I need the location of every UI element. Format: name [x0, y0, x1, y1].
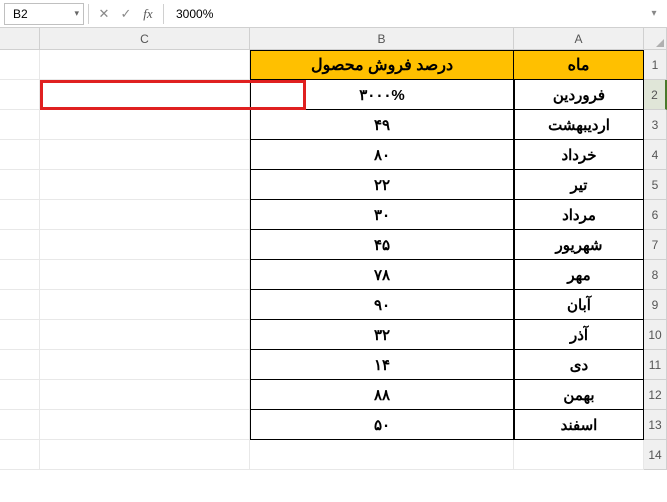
cell-a12[interactable]: بهمن	[514, 380, 644, 410]
cell-c5[interactable]	[40, 170, 250, 200]
enter-icon[interactable]: ✓	[115, 3, 137, 25]
cell-blank[interactable]	[0, 320, 40, 350]
cell-c14[interactable]	[40, 440, 250, 470]
cell-blank[interactable]	[0, 350, 40, 380]
cell-a3[interactable]: اردیبهشت	[514, 110, 644, 140]
cell-blank[interactable]	[0, 380, 40, 410]
cell-b6[interactable]: ۳۰	[250, 200, 514, 230]
row-header-5[interactable]: 5	[644, 170, 667, 200]
cell-b5[interactable]: ۲۲	[250, 170, 514, 200]
column-header-b[interactable]: B	[250, 28, 514, 50]
column-header-blank[interactable]	[0, 28, 40, 50]
cell-c9[interactable]	[40, 290, 250, 320]
cell-b14[interactable]	[250, 440, 514, 470]
cell-a5[interactable]: تیر	[514, 170, 644, 200]
cell-b2[interactable]: ۳۰۰۰%	[250, 80, 514, 110]
cell-c4[interactable]	[40, 140, 250, 170]
row-header-12[interactable]: 12	[644, 380, 667, 410]
row-header-13[interactable]: 13	[644, 410, 667, 440]
cell-blank[interactable]	[0, 170, 40, 200]
cell-b11[interactable]: ۱۴	[250, 350, 514, 380]
cell-a14[interactable]	[514, 440, 644, 470]
cell-b7[interactable]: ۴۵	[250, 230, 514, 260]
cell-blank[interactable]	[0, 230, 40, 260]
cell-blank[interactable]	[0, 410, 40, 440]
column-header-c[interactable]: C	[40, 28, 250, 50]
divider	[163, 4, 164, 24]
cell-c3[interactable]	[40, 110, 250, 140]
cell-b12[interactable]: ۸۸	[250, 380, 514, 410]
chevron-down-icon: ▾	[74, 8, 79, 19]
cell-b1[interactable]: درصد فروش محصول	[250, 50, 514, 80]
row-header-4[interactable]: 4	[644, 140, 667, 170]
row-header-2[interactable]: 2	[644, 80, 667, 110]
cell-blank[interactable]	[0, 200, 40, 230]
column-header-a[interactable]: A	[514, 28, 644, 50]
cell-blank[interactable]	[0, 110, 40, 140]
cell-blank[interactable]	[0, 50, 40, 80]
cell-a9[interactable]: آبان	[514, 290, 644, 320]
fx-icon[interactable]: fx	[137, 3, 159, 25]
row-header-14[interactable]: 14	[644, 440, 667, 470]
spreadsheet-grid[interactable]: C B A درصد فروش محصول ماه ۳۰۰۰% فروردین …	[0, 28, 667, 470]
row-headers: 1 2 3 4 5 6 7 8 9 10 11 12 13 14	[644, 28, 667, 470]
cell-blank[interactable]	[0, 290, 40, 320]
cell-b8[interactable]: ۷۸	[250, 260, 514, 290]
name-box[interactable]: B2 ▾	[4, 3, 84, 25]
cell-a10[interactable]: آذر	[514, 320, 644, 350]
cell-c13[interactable]	[40, 410, 250, 440]
cell-a4[interactable]: خرداد	[514, 140, 644, 170]
formula-bar: B2 ▾ ✕ ✓ fx ▾	[0, 0, 667, 28]
divider	[88, 4, 89, 24]
cell-a2[interactable]: فروردین	[514, 80, 644, 110]
cell-a7[interactable]: شهریور	[514, 230, 644, 260]
row-header-9[interactable]: 9	[644, 290, 667, 320]
cell-c11[interactable]	[40, 350, 250, 380]
cell-c1[interactable]	[40, 50, 250, 80]
row-header-8[interactable]: 8	[644, 260, 667, 290]
cell-blank[interactable]	[0, 440, 40, 470]
cell-b13[interactable]: ۵۰	[250, 410, 514, 440]
select-all-corner[interactable]	[644, 28, 667, 50]
cell-c7[interactable]	[40, 230, 250, 260]
row-header-11[interactable]: 11	[644, 350, 667, 380]
cell-a6[interactable]: مرداد	[514, 200, 644, 230]
row-header-1[interactable]: 1	[644, 50, 667, 80]
expand-formula-icon[interactable]: ▾	[645, 3, 663, 25]
name-box-value: B2	[13, 7, 28, 21]
cell-blank[interactable]	[0, 260, 40, 290]
cell-b10[interactable]: ۳۲	[250, 320, 514, 350]
cell-a8[interactable]: مهر	[514, 260, 644, 290]
cancel-icon[interactable]: ✕	[93, 3, 115, 25]
cell-b3[interactable]: ۴۹	[250, 110, 514, 140]
cell-c12[interactable]	[40, 380, 250, 410]
cell-b9[interactable]: ۹۰	[250, 290, 514, 320]
sheet-area: C B A درصد فروش محصول ماه ۳۰۰۰% فروردین …	[0, 28, 667, 502]
cell-c10[interactable]	[40, 320, 250, 350]
row-header-7[interactable]: 7	[644, 230, 667, 260]
cell-c2[interactable]	[40, 80, 250, 110]
row-header-10[interactable]: 10	[644, 320, 667, 350]
cell-a11[interactable]: دی	[514, 350, 644, 380]
cell-blank[interactable]	[0, 80, 40, 110]
cell-a13[interactable]: اسفند	[514, 410, 644, 440]
formula-input[interactable]	[168, 3, 645, 25]
cell-b4[interactable]: ۸۰	[250, 140, 514, 170]
cell-c8[interactable]	[40, 260, 250, 290]
cell-c6[interactable]	[40, 200, 250, 230]
cell-blank[interactable]	[0, 140, 40, 170]
row-header-3[interactable]: 3	[644, 110, 667, 140]
row-header-6[interactable]: 6	[644, 200, 667, 230]
cell-a1[interactable]: ماه	[514, 50, 644, 80]
